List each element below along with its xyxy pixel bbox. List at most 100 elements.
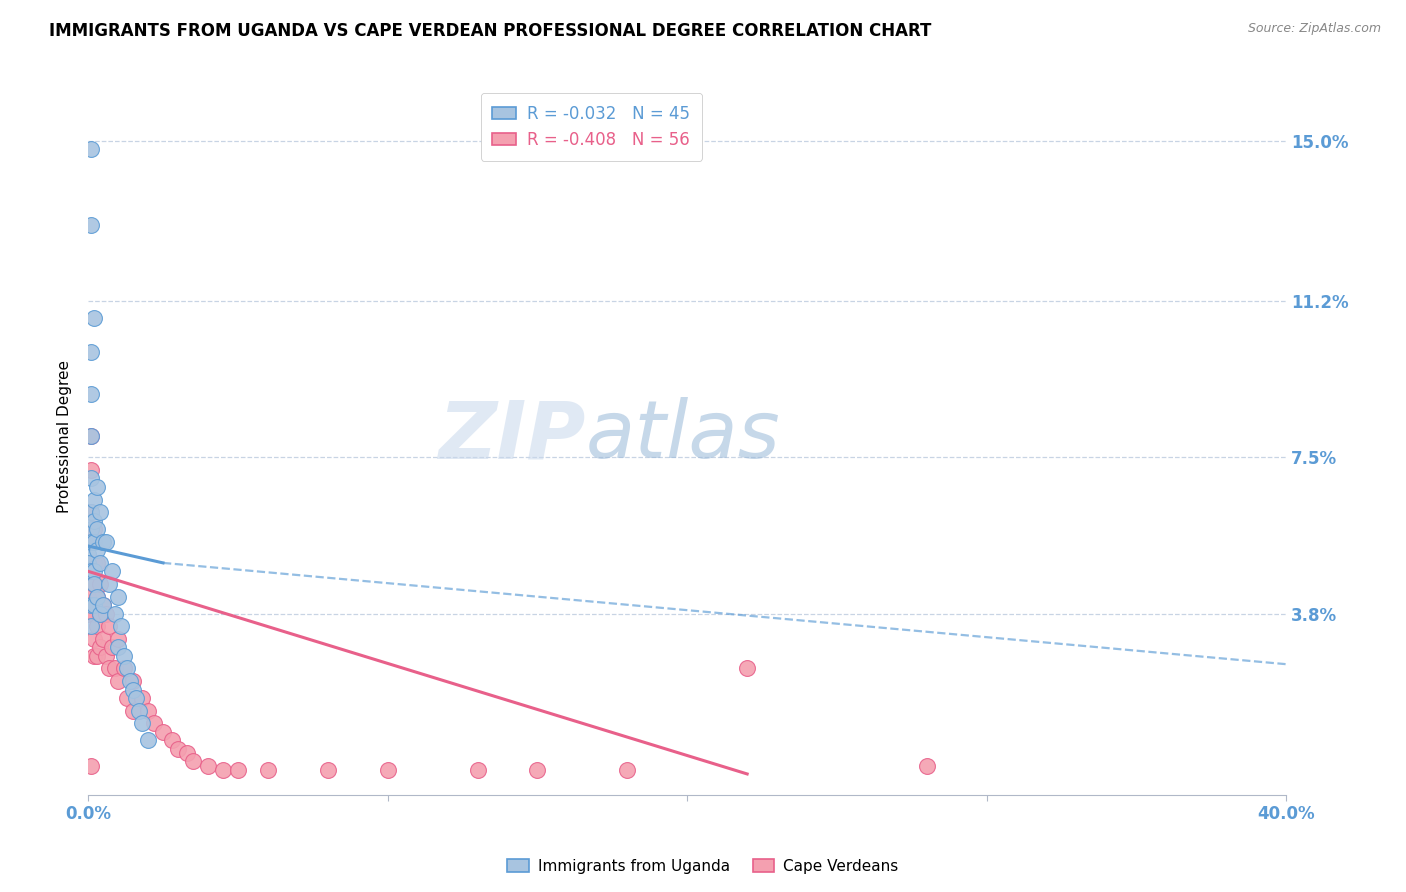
Point xyxy=(89,640,111,655)
Point xyxy=(107,674,129,689)
Point xyxy=(122,674,145,689)
Point xyxy=(83,648,105,663)
Point xyxy=(915,758,938,772)
Point xyxy=(89,556,111,570)
Point xyxy=(77,548,100,562)
Point xyxy=(110,619,132,633)
Point xyxy=(83,522,105,536)
Point xyxy=(80,565,103,579)
Point xyxy=(101,565,124,579)
Point xyxy=(86,648,108,663)
Point xyxy=(83,598,105,612)
Point xyxy=(83,556,105,570)
Point xyxy=(80,758,103,772)
Point xyxy=(735,661,758,675)
Point xyxy=(107,632,129,646)
Point xyxy=(467,763,489,777)
Point xyxy=(125,690,148,705)
Point xyxy=(131,690,153,705)
Point xyxy=(80,142,103,156)
Point xyxy=(98,619,121,633)
Point xyxy=(226,763,249,777)
Point xyxy=(89,607,111,621)
Point xyxy=(122,704,145,718)
Point xyxy=(80,218,103,232)
Point xyxy=(80,505,103,519)
Point xyxy=(83,607,105,621)
Point xyxy=(91,598,114,612)
Point xyxy=(94,607,117,621)
Point xyxy=(86,556,108,570)
Point xyxy=(80,344,103,359)
Point xyxy=(181,754,204,768)
Point xyxy=(80,429,103,443)
Point xyxy=(136,704,159,718)
Point xyxy=(131,716,153,731)
Point xyxy=(104,661,127,675)
Text: Source: ZipAtlas.com: Source: ZipAtlas.com xyxy=(1247,22,1381,36)
Point xyxy=(616,763,638,777)
Point xyxy=(107,640,129,655)
Point xyxy=(136,733,159,747)
Point xyxy=(80,534,103,549)
Point xyxy=(112,648,135,663)
Point xyxy=(83,577,105,591)
Point xyxy=(377,763,399,777)
Point xyxy=(167,741,190,756)
Point xyxy=(86,522,108,536)
Point xyxy=(77,607,100,621)
Text: atlas: atlas xyxy=(585,397,780,475)
Point xyxy=(143,716,166,731)
Point xyxy=(89,607,111,621)
Point xyxy=(112,661,135,675)
Point xyxy=(80,619,103,633)
Point xyxy=(115,690,138,705)
Point xyxy=(80,534,103,549)
Point xyxy=(83,514,105,528)
Y-axis label: Professional Degree: Professional Degree xyxy=(58,359,72,513)
Point xyxy=(89,505,111,519)
Point xyxy=(86,590,108,604)
Point xyxy=(80,471,103,485)
Point xyxy=(94,534,117,549)
Point xyxy=(77,590,100,604)
Point xyxy=(197,758,219,772)
Point xyxy=(83,492,105,507)
Point xyxy=(91,534,114,549)
Point xyxy=(160,733,183,747)
Point xyxy=(77,556,100,570)
Point xyxy=(101,640,124,655)
Point xyxy=(107,590,129,604)
Point xyxy=(86,543,108,558)
Point xyxy=(91,632,114,646)
Text: ZIP: ZIP xyxy=(439,397,585,475)
Point xyxy=(257,763,280,777)
Point xyxy=(86,590,108,604)
Point xyxy=(83,577,105,591)
Point xyxy=(212,763,235,777)
Legend: Immigrants from Uganda, Cape Verdeans: Immigrants from Uganda, Cape Verdeans xyxy=(501,853,905,880)
Point xyxy=(115,661,138,675)
Legend: R = -0.032   N = 45, R = -0.408   N = 56: R = -0.032 N = 45, R = -0.408 N = 56 xyxy=(481,93,702,161)
Point xyxy=(80,598,103,612)
Point xyxy=(120,674,142,689)
Point xyxy=(86,619,108,633)
Point xyxy=(80,522,103,536)
Point xyxy=(83,565,105,579)
Point xyxy=(98,577,121,591)
Point xyxy=(86,480,108,494)
Point xyxy=(526,763,548,777)
Point xyxy=(176,746,198,760)
Point xyxy=(128,704,150,718)
Point xyxy=(80,463,103,477)
Point xyxy=(94,648,117,663)
Point xyxy=(122,682,145,697)
Point xyxy=(83,534,105,549)
Point xyxy=(77,565,100,579)
Point xyxy=(80,429,103,443)
Point xyxy=(80,565,103,579)
Text: IMMIGRANTS FROM UGANDA VS CAPE VERDEAN PROFESSIONAL DEGREE CORRELATION CHART: IMMIGRANTS FROM UGANDA VS CAPE VERDEAN P… xyxy=(49,22,932,40)
Point xyxy=(152,724,174,739)
Point xyxy=(83,311,105,326)
Point xyxy=(80,387,103,401)
